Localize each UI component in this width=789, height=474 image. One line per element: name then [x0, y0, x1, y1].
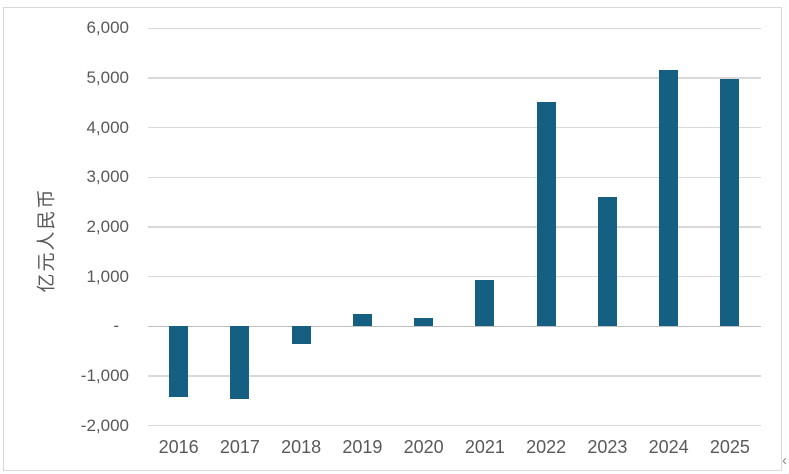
zero-axis-line: [148, 325, 761, 327]
gridline: [148, 27, 761, 29]
bar-2022: [536, 102, 556, 327]
y-tick-label: -1,000: [80, 365, 129, 385]
bar-2016: [169, 326, 189, 398]
gridline: [148, 176, 761, 178]
x-tick-label: 2022: [526, 437, 567, 457]
y-tick-label: 2,000: [86, 216, 129, 236]
bar-2025: [720, 78, 740, 327]
x-tick-label: 2016: [158, 437, 199, 457]
y-tick-label: -: [113, 316, 119, 336]
x-tick-label: 2018: [281, 437, 322, 457]
bar-2021: [475, 280, 495, 327]
y-tick-label: 5,000: [86, 67, 129, 87]
gridline: [148, 226, 761, 228]
chart-border: [3, 7, 782, 471]
gridline: [148, 375, 761, 377]
x-tick-label: 2017: [219, 437, 260, 457]
y-tick-label: 3,000: [86, 167, 129, 187]
gridline: [148, 77, 761, 79]
x-tick-label: 2024: [648, 437, 689, 457]
x-tick-label: 2023: [587, 437, 628, 457]
gridline: [148, 275, 761, 278]
y-tick-label: 4,000: [86, 117, 129, 137]
bar-2018: [291, 326, 311, 344]
corner-artifact-icon: ‹: [782, 452, 787, 469]
bar-2017: [230, 326, 250, 400]
x-tick-label: 2020: [403, 437, 444, 457]
bar-2020: [414, 317, 434, 327]
x-tick-label: 2021: [464, 437, 505, 457]
gridline: [148, 424, 761, 427]
y-tick-label: 6,000: [86, 18, 129, 38]
x-tick-label: 2025: [709, 437, 750, 457]
y-tick-label: 1,000: [86, 266, 129, 286]
y-tick-label: -2,000: [80, 415, 129, 435]
bar-2019: [352, 314, 372, 327]
gridline: [148, 126, 761, 129]
bar-2023: [597, 197, 617, 327]
bar-2024: [659, 69, 679, 327]
x-tick-label: 2019: [342, 437, 383, 457]
